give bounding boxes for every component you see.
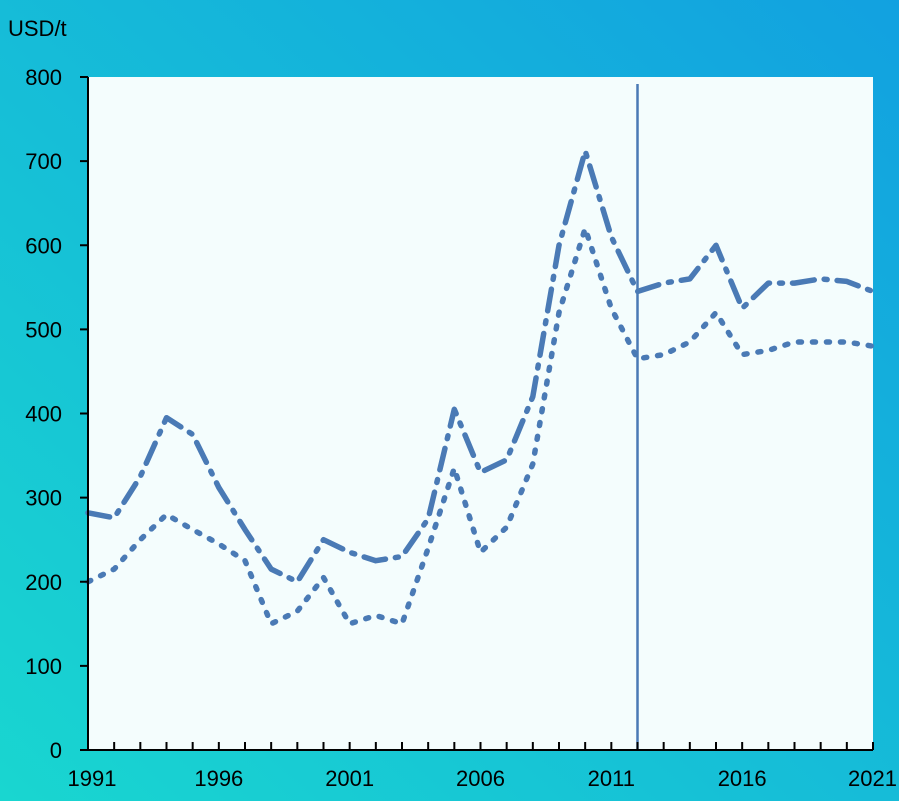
y-tick-label: 700 xyxy=(25,149,62,174)
y-tick-label: 500 xyxy=(25,317,62,342)
y-tick-label: 100 xyxy=(25,654,62,679)
x-tick-label: 2016 xyxy=(718,766,767,791)
x-tick-label: 1991 xyxy=(68,766,117,791)
series-line-2 xyxy=(85,225,876,627)
y-tick-label: 600 xyxy=(25,233,62,258)
x-tick-label: 2001 xyxy=(325,766,374,791)
plot-area xyxy=(88,77,873,750)
y-axis-unit-label: USD/t xyxy=(8,16,67,41)
series-layer xyxy=(85,84,876,750)
x-tick-label: 2011 xyxy=(588,766,635,791)
y-tick-label: 400 xyxy=(25,402,62,427)
x-tick-label: 1996 xyxy=(194,766,243,791)
x-tick-label: 2006 xyxy=(456,766,505,791)
x-tick-label: 2021 xyxy=(848,766,897,791)
y-tick-label: 800 xyxy=(25,65,62,90)
y-tick-label: 0 xyxy=(50,738,62,763)
series-line-1 xyxy=(85,148,876,585)
y-tick-label: 200 xyxy=(25,570,62,595)
y-tick-label: 300 xyxy=(25,486,62,511)
axis-layer: 0 100 200 300 400 500 600 700 800 1991 1996 2001 200… xyxy=(25,65,897,791)
